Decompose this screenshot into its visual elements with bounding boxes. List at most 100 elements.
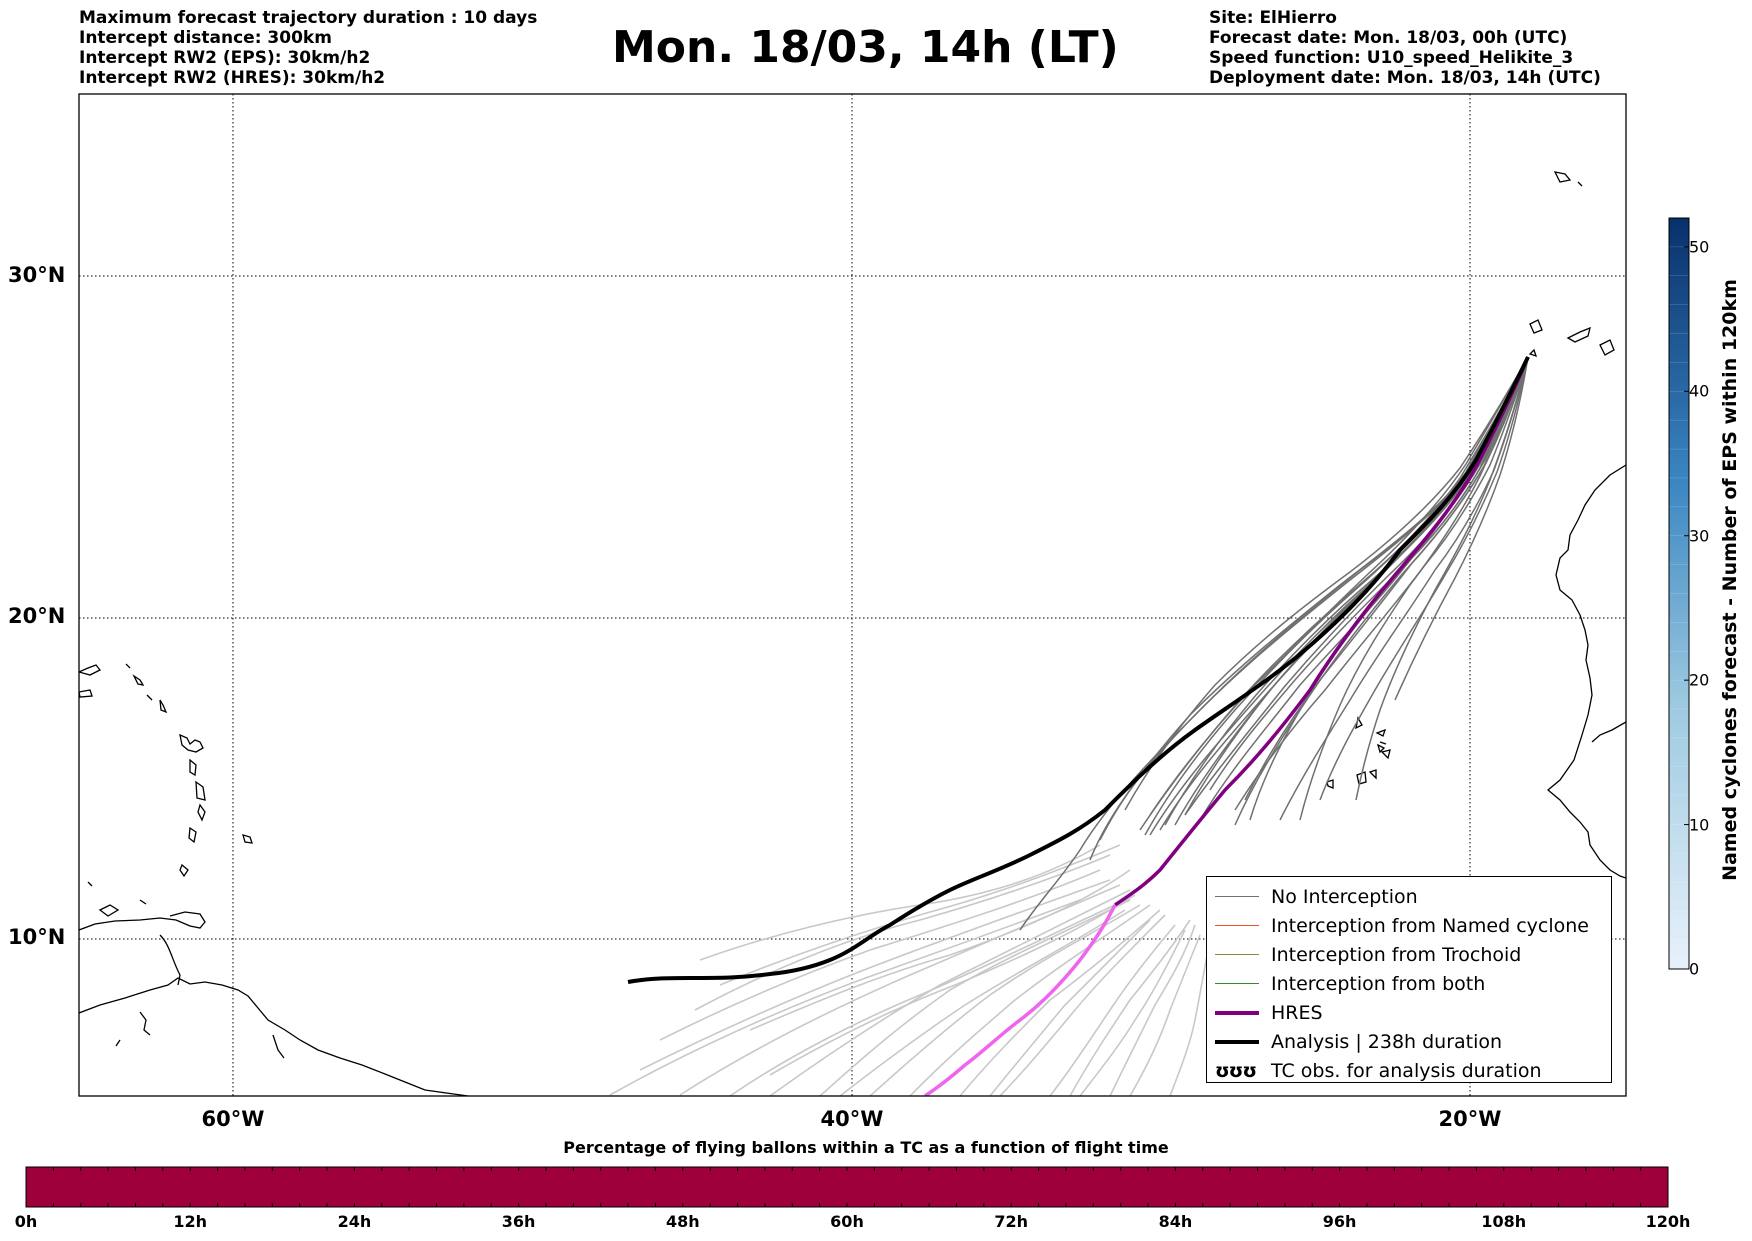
island-7 xyxy=(179,733,204,753)
coast-venezuela xyxy=(79,911,206,931)
flight-time-bar xyxy=(25,1166,1669,1208)
legend-swatch-trochoid xyxy=(1215,954,1259,955)
legend-item-named-cyclone: Interception from Named cyclone xyxy=(1215,911,1589,940)
island-6 xyxy=(159,699,168,714)
flight-time-tick-label: 0h xyxy=(14,1212,38,1231)
legend-swatch-named-cyclone xyxy=(1215,925,1259,926)
island-cv-3 xyxy=(1379,741,1387,745)
coast-south-america xyxy=(79,977,469,1096)
legend-label: Interception from both xyxy=(1271,972,1486,995)
coast-guinea xyxy=(1591,721,1626,743)
island-madeira xyxy=(1553,171,1572,183)
lon-label-20w: 20°W xyxy=(1438,1107,1502,1131)
flight-time-bar-fill xyxy=(25,1166,1669,1208)
island-porto-santo xyxy=(1577,181,1583,187)
island-cv-6 xyxy=(1326,779,1334,789)
coast-west-africa xyxy=(1546,464,1626,879)
island-3 xyxy=(125,663,131,669)
coast-lake xyxy=(159,934,181,986)
island-cv-2 xyxy=(1375,728,1387,737)
lat-label-20: 20°N xyxy=(8,604,66,628)
island-11 xyxy=(188,826,197,844)
intercept-hres-text: Intercept RW2 (HRES): 30km/h2 xyxy=(79,68,386,88)
legend-item-analysis: Analysis | 238h duration xyxy=(1215,1027,1502,1056)
island-cv-5 xyxy=(1380,749,1391,760)
colorbar-tick-label: 10 xyxy=(1689,815,1710,835)
hres-track xyxy=(1114,356,1530,907)
island-13 xyxy=(242,834,253,844)
analysis-track xyxy=(627,356,1530,984)
lon-label-60w: 60°W xyxy=(201,1107,265,1131)
lat-label-10: 10°N xyxy=(8,925,66,949)
coastlines xyxy=(79,171,1626,1096)
colorbar-gradient xyxy=(1669,218,1689,969)
colorbar-tick-label: 50 xyxy=(1689,237,1710,257)
hres-track-faded xyxy=(924,904,1117,1096)
flight-time-tick-label: 12h xyxy=(173,1212,208,1231)
max-duration-text: Maximum forecast trajectory duration : 1… xyxy=(79,8,538,28)
colorbar-tick-label: 20 xyxy=(1689,670,1710,690)
header-right-info: Site: ElHierro Forecast date: Mon. 18/03… xyxy=(1209,8,1601,88)
island-1 xyxy=(79,664,102,676)
colorbar-frame xyxy=(1668,217,1690,970)
island-12 xyxy=(179,863,189,878)
flight-time-tick-label: 84h xyxy=(1158,1212,1193,1231)
island-4 xyxy=(132,674,145,686)
island-el-hierro xyxy=(1528,348,1538,358)
legend-swatch-hres xyxy=(1215,1010,1259,1015)
legend-label: HRES xyxy=(1271,1001,1323,1024)
legend-swatch-no-interception xyxy=(1215,896,1259,897)
flight-time-tick-label: 48h xyxy=(665,1212,700,1231)
speed-function-text: Speed function: U10_speed_Helikite_3 xyxy=(1209,48,1574,68)
intercept-eps-text: Intercept RW2 (EPS): 30km/h2 xyxy=(79,48,371,68)
colorbar-title: Named cyclones forecast - Number of EPS … xyxy=(1719,279,1741,881)
colorbar-tick-label: 40 xyxy=(1689,381,1710,401)
island-tenerife xyxy=(1566,326,1591,343)
colorbar-eps xyxy=(1668,217,1690,970)
legend-label: No Interception xyxy=(1271,885,1418,908)
flight-time-tick-label: 120h xyxy=(1645,1212,1691,1231)
legend-label: Analysis | 238h duration xyxy=(1271,1030,1503,1053)
coast-river xyxy=(272,1034,285,1059)
island-cv-8 xyxy=(1368,769,1377,780)
island-15 xyxy=(87,881,93,887)
lat-label-30: 30°N xyxy=(8,263,66,287)
site-text: Site: ElHierro xyxy=(1209,8,1337,28)
lon-label-40w: 40°W xyxy=(820,1107,884,1131)
map-legend: No Interception Interception from Named … xyxy=(1206,876,1612,1083)
legend-label: Interception from Named cyclone xyxy=(1271,914,1589,937)
intercept-distance-text: Intercept distance: 300km xyxy=(79,28,332,48)
island-gran-canaria xyxy=(1599,339,1615,356)
legend-label: Interception from Trochoid xyxy=(1271,943,1522,966)
map-frame xyxy=(78,93,1627,1097)
legend-item-both: Interception from both xyxy=(1215,969,1485,998)
flight-time-tick-label: 108h xyxy=(1481,1212,1527,1231)
colorbar-tick-label: 30 xyxy=(1689,526,1710,546)
island-9 xyxy=(195,780,206,801)
coast-guyana xyxy=(139,1011,151,1036)
faded-ensemble-tracks xyxy=(609,844,1211,1096)
legend-swatch-analysis xyxy=(1215,1039,1259,1044)
colorbar-tick-label: 0 xyxy=(1689,959,1700,979)
flight-time-tick-label: 96h xyxy=(1322,1212,1357,1231)
page-title: Mon. 18/03, 14h (LT) xyxy=(612,22,1119,73)
island-10 xyxy=(197,803,206,822)
island-8 xyxy=(189,758,197,777)
deployment-date-text: Deployment date: Mon. 18/03, 14h (UTC) xyxy=(1209,68,1601,88)
header-left-info: Maximum forecast trajectory duration : 1… xyxy=(79,8,537,88)
legend-item-tc-obs: ʊʊʊ TC obs. for analysis duration xyxy=(1215,1056,1542,1085)
island-17 xyxy=(115,1039,121,1047)
island-la-palma xyxy=(1529,319,1543,334)
forecast-date-text: Forecast date: Mon. 18/03, 00h (UTC) xyxy=(1209,28,1568,48)
legend-item-trochoid: Interception from Trochoid xyxy=(1215,940,1521,969)
island-2 xyxy=(79,689,93,698)
legend-item-hres: HRES xyxy=(1215,998,1323,1027)
flight-time-tick-label: 72h xyxy=(994,1212,1029,1231)
legend-swatch-both xyxy=(1215,983,1259,984)
island-5 xyxy=(146,694,153,701)
tc-obs-symbol-icon: ʊʊʊ xyxy=(1215,1059,1257,1082)
island-cv-4 xyxy=(1376,743,1386,754)
island-14 xyxy=(98,904,120,917)
flight-time-tick-label: 60h xyxy=(830,1212,864,1231)
